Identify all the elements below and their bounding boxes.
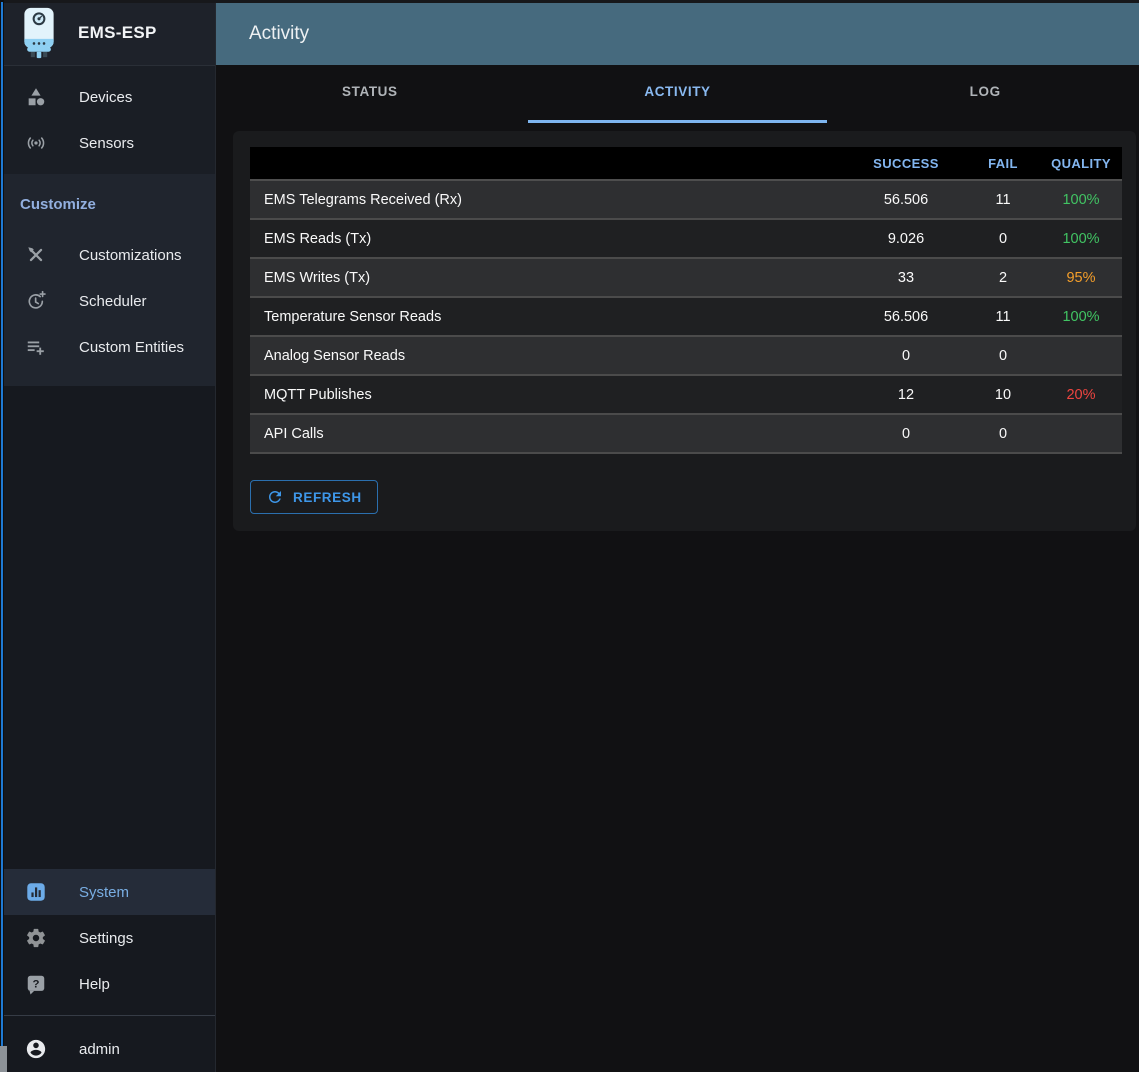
header-cell-quality: QUALITY — [1051, 155, 1111, 171]
tab-bar: STATUS ACTIVITY LOG — [216, 65, 1139, 125]
cell-label: API Calls — [264, 425, 324, 442]
main-content: Activity STATUS ACTIVITY LOG SUCCESS FAI… — [216, 0, 1139, 1072]
table-row: EMS Telegrams Received (Rx) 56.506 11 10… — [250, 181, 1122, 220]
cell-quality: 20% — [1066, 386, 1096, 403]
cell-fail: 11 — [995, 191, 1011, 208]
brand-title: EMS-ESP — [78, 22, 157, 42]
divider — [0, 1015, 215, 1016]
sidebar-section-customize: Customize Customizations — [0, 174, 215, 386]
clock-plus-icon — [25, 290, 47, 312]
sidebar-item-label: System — [79, 883, 130, 901]
table-row: API Calls 0 0 — [250, 415, 1122, 454]
sidebar-item-customizations[interactable]: Customizations — [0, 232, 215, 278]
refresh-icon — [266, 488, 284, 506]
page-title: Activity — [249, 23, 310, 44]
window-left-edge-handle — [0, 1046, 7, 1072]
boiler-logo-icon — [17, 6, 61, 59]
cell-success: 33 — [897, 269, 915, 286]
refresh-button-label: REFRESH — [293, 489, 362, 505]
gear-icon — [25, 927, 47, 949]
tools-icon — [25, 244, 47, 266]
appbar: Activity — [216, 3, 1139, 65]
cell-fail: 2 — [998, 269, 1008, 286]
activity-panel: SUCCESS FAIL QUALITY EMS Telegrams Recei… — [233, 131, 1136, 531]
activity-table: SUCCESS FAIL QUALITY EMS Telegrams Recei… — [250, 147, 1122, 454]
header-cell-success: SUCCESS — [873, 155, 939, 171]
account-icon — [25, 1038, 47, 1060]
sidebar-user-section: admin — [0, 1016, 215, 1072]
help-icon: ? — [25, 973, 47, 995]
sidebar-item-label: Help — [79, 975, 110, 993]
cell-success: 0 — [901, 425, 911, 442]
sidebar-item-admin[interactable]: admin — [0, 1026, 215, 1072]
sidebar-item-system[interactable]: System — [0, 869, 215, 915]
sidebar-item-custom-entities[interactable]: Custom Entities — [0, 324, 215, 370]
tab-activity[interactable]: ACTIVITY — [524, 65, 832, 125]
sidebar-spacer — [0, 386, 215, 869]
cell-quality: 100% — [1062, 230, 1100, 247]
section-header: Customize — [20, 195, 96, 213]
cell-fail: 0 — [998, 347, 1008, 364]
sidebar-item-label: Devices — [79, 88, 133, 106]
sidebar-nav-top: Devices Sensors — [0, 66, 215, 174]
cell-quality: 100% — [1062, 191, 1100, 208]
cell-success: 0 — [901, 347, 911, 364]
sensors-icon — [25, 132, 47, 154]
sidebar-item-label: Scheduler — [79, 292, 147, 310]
sidebar-item-scheduler[interactable]: Scheduler — [0, 278, 215, 324]
cell-label: Temperature Sensor Reads — [264, 308, 442, 325]
tab-status[interactable]: STATUS — [342, 83, 398, 99]
sidebar-item-sensors[interactable]: Sensors — [0, 120, 215, 166]
table-row: EMS Reads (Tx) 9.026 0 100% — [250, 220, 1122, 259]
sidebar-item-label: Custom Entities — [79, 338, 185, 356]
cell-success: 56.506 — [883, 308, 929, 325]
window-left-edge — [0, 0, 4, 1048]
sidebar-item-settings[interactable]: Settings — [0, 915, 215, 961]
cell-fail: 0 — [998, 425, 1008, 442]
devices-icon — [25, 86, 47, 108]
sidebar-nav-bottom: System Settings ? Help — [0, 869, 215, 1007]
table-header-row: SUCCESS FAIL QUALITY — [250, 147, 1122, 181]
cell-fail: 10 — [994, 386, 1012, 403]
table-row: EMS Writes (Tx) 33 2 95% — [250, 259, 1122, 298]
bar-chart-icon — [25, 881, 47, 903]
tab-log[interactable]: LOG — [969, 83, 1001, 99]
cell-label: MQTT Publishes — [264, 386, 372, 403]
cell-fail: 11 — [995, 308, 1011, 325]
window-left-accent-line — [1, 2, 3, 1048]
cell-label: EMS Telegrams Received (Rx) — [264, 191, 462, 208]
sidebar: EMS-ESP Devices — [0, 0, 216, 1072]
list-add-icon — [25, 336, 47, 358]
sidebar-item-help[interactable]: ? Help — [0, 961, 215, 1007]
cell-success: 56.506 — [883, 191, 929, 208]
cell-quality: 100% — [1062, 308, 1100, 325]
sidebar-item-label: Settings — [79, 929, 134, 947]
cell-label: EMS Writes (Tx) — [264, 269, 371, 286]
svg-text:?: ? — [33, 979, 40, 991]
sidebar-item-label: Customizations — [79, 246, 182, 264]
cell-label: EMS Reads (Tx) — [264, 230, 372, 247]
cell-label: Analog Sensor Reads — [264, 347, 406, 364]
sidebar-item-devices[interactable]: Devices — [0, 74, 215, 120]
cell-fail: 0 — [998, 230, 1008, 247]
header-cell-fail: FAIL — [988, 155, 1018, 171]
cell-success: 9.026 — [887, 230, 925, 247]
table-row: Analog Sensor Reads 0 0 — [250, 337, 1122, 376]
user-name: admin — [79, 1040, 120, 1058]
table-row: Temperature Sensor Reads 56.506 11 100% — [250, 298, 1122, 337]
window-top-edge — [0, 0, 1139, 3]
table-row: MQTT Publishes 12 10 20% — [250, 376, 1122, 415]
refresh-button[interactable]: REFRESH — [250, 480, 378, 514]
sidebar-item-label: Sensors — [79, 134, 135, 152]
cell-quality: 95% — [1066, 269, 1096, 286]
cell-success: 12 — [897, 386, 915, 403]
sidebar-header: EMS-ESP — [0, 0, 215, 66]
